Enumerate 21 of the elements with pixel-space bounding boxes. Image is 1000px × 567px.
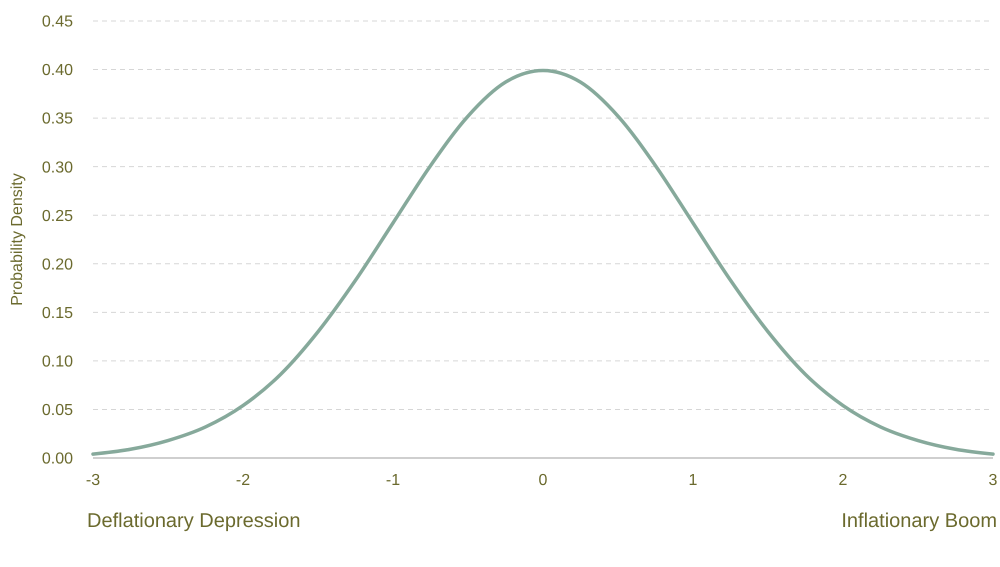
y-tick-label: 0.45 — [42, 14, 74, 31]
x-tick-label: -3 — [86, 472, 100, 489]
y-tick-label: 0.00 — [42, 450, 74, 468]
text: Inflationary Boom — [841, 510, 997, 532]
y-tick-label: 0.15 — [42, 304, 74, 322]
y-axis-title: Probability Density — [9, 173, 26, 306]
y-tick-label: 0.05 — [42, 402, 74, 420]
y-tick-label: 0.20 — [42, 256, 74, 274]
y-tick-label: 0.35 — [42, 110, 74, 128]
x-tick-label: -1 — [386, 472, 400, 489]
x-tick-label: 3 — [988, 472, 998, 489]
x-tick-label: 0 — [538, 472, 548, 489]
y-tick-label: 0.40 — [42, 62, 74, 80]
x-tick-label: -2 — [236, 472, 250, 489]
x-tick-label: 2 — [838, 472, 848, 489]
y-tick-label: 0.25 — [42, 208, 74, 225]
line-series — [91, 68, 995, 456]
x-tick-label: 1 — [688, 472, 698, 489]
y-tick-label: 0.10 — [42, 353, 74, 370]
text: Deflationary Depression — [87, 510, 300, 532]
y-tick-label: 0.30 — [42, 159, 74, 176]
